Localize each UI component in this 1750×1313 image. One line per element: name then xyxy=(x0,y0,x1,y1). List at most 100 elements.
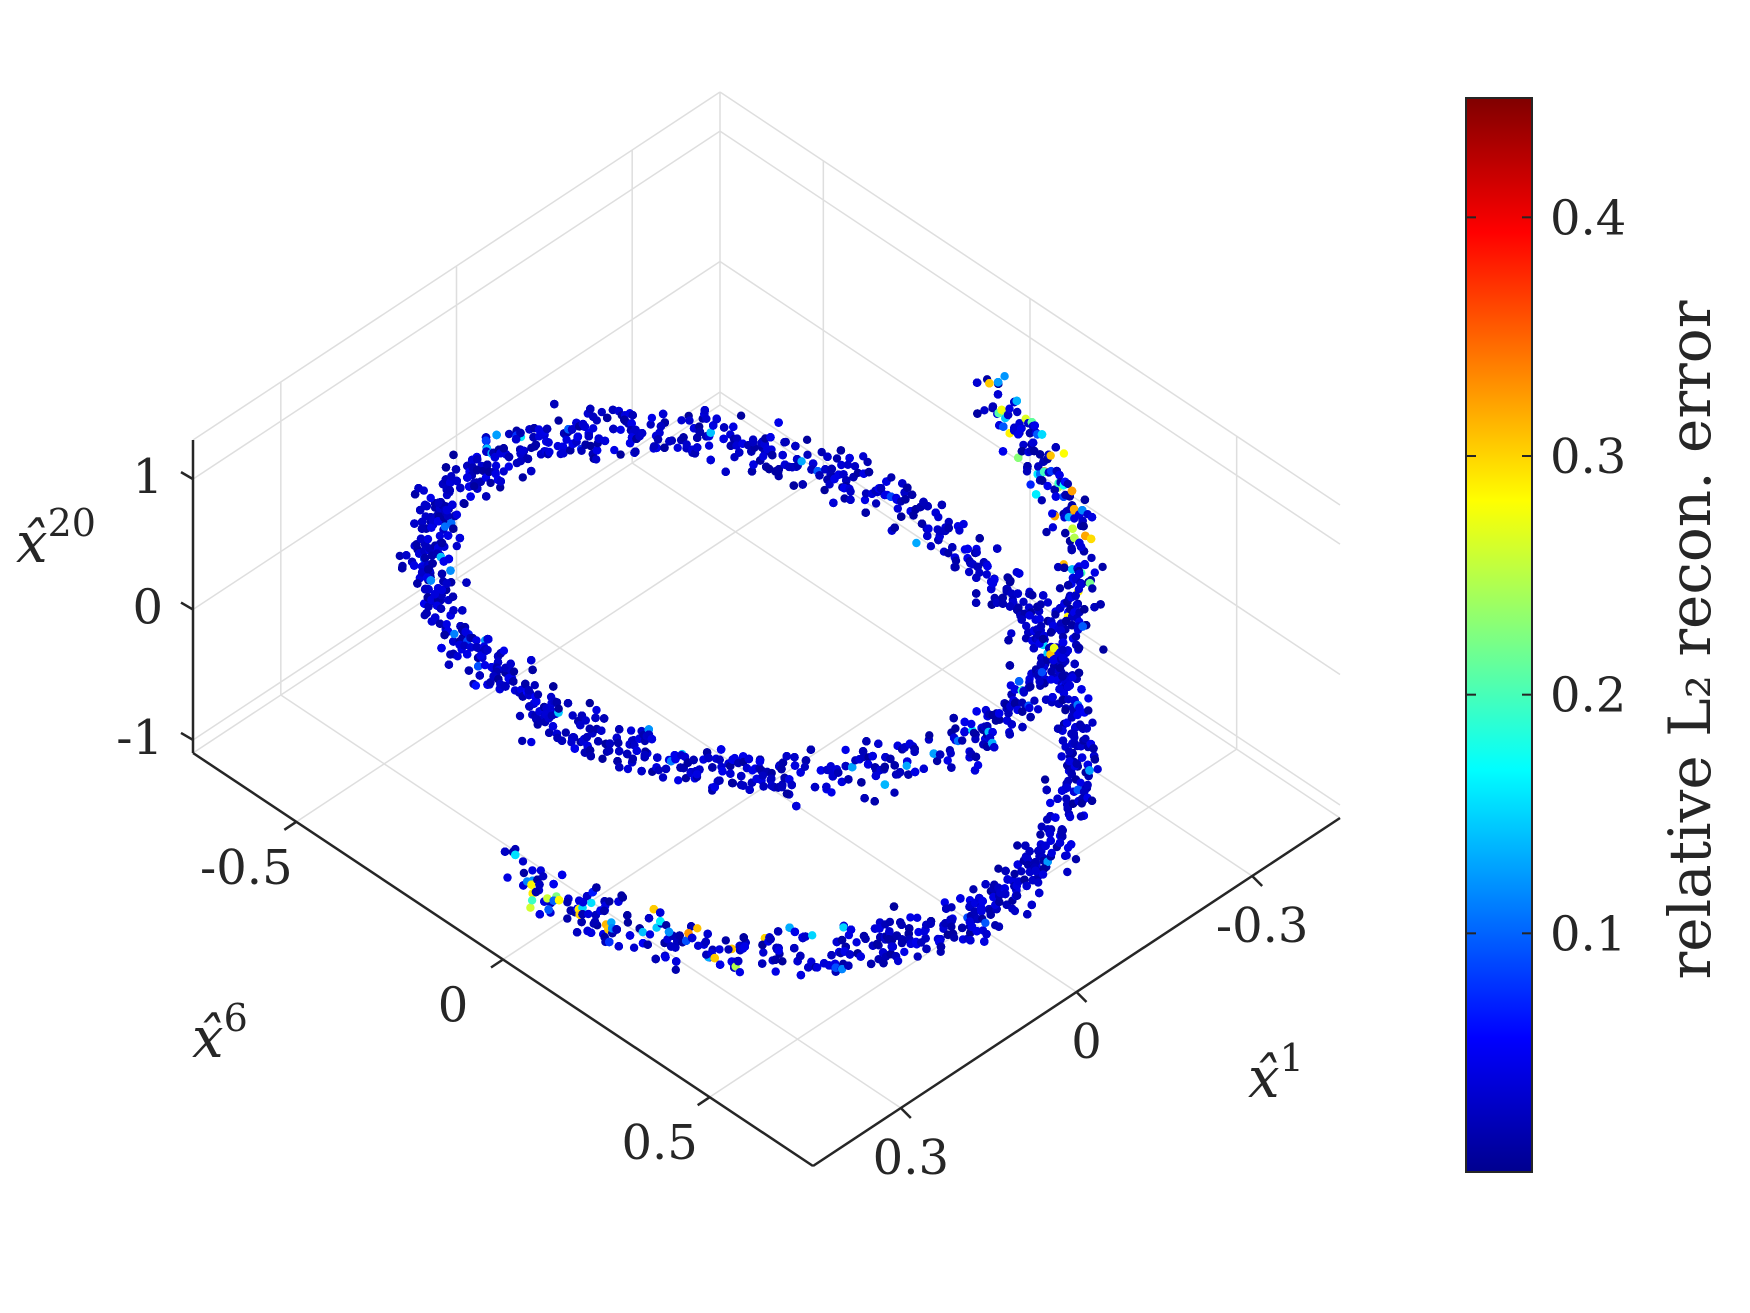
scatter-point xyxy=(1007,720,1016,729)
scatter-point xyxy=(982,570,991,579)
scatter-point xyxy=(1004,573,1013,583)
scatter-point xyxy=(656,917,665,926)
scatter-point xyxy=(848,763,857,772)
x-tick xyxy=(899,1107,912,1119)
scatter-point xyxy=(453,652,462,661)
scatter-point xyxy=(504,452,514,462)
scatter-point xyxy=(672,957,681,966)
scatter-point xyxy=(966,936,975,945)
scatter-point xyxy=(637,429,647,438)
scatter-point xyxy=(531,887,541,897)
scatter-point xyxy=(844,961,853,970)
scatter-point xyxy=(998,447,1008,456)
scatter-point xyxy=(677,416,686,425)
scatter-point xyxy=(481,436,491,445)
scatter-point xyxy=(623,911,632,920)
scatter-point xyxy=(993,544,1002,553)
scatter-point xyxy=(944,523,953,533)
scatter-point xyxy=(656,422,666,431)
scatter-point xyxy=(441,463,451,472)
scatter-point xyxy=(519,868,529,878)
scatter-point xyxy=(562,435,571,444)
scatter-point xyxy=(592,455,601,464)
scatter-point xyxy=(1048,523,1058,532)
scatter-point xyxy=(737,771,746,781)
scatter-point xyxy=(704,441,714,450)
scatter-point xyxy=(566,446,575,455)
scatter-point xyxy=(993,378,1003,387)
scatter-point xyxy=(951,556,961,565)
scatter-point xyxy=(822,782,831,792)
scatter-point xyxy=(561,728,570,737)
scatter-point xyxy=(449,524,458,533)
scatter-point xyxy=(1039,591,1048,600)
scatter-point xyxy=(452,476,461,486)
scatter-point xyxy=(841,761,850,771)
scatter-point xyxy=(646,420,655,429)
scatter-point xyxy=(448,500,457,509)
scatter-point xyxy=(1014,453,1023,462)
scatter-point xyxy=(1013,589,1022,598)
scatter-point xyxy=(797,457,806,466)
scatter-point xyxy=(585,724,594,733)
scatter-point xyxy=(959,519,968,529)
scatter-point xyxy=(998,593,1007,603)
scatter-point xyxy=(1013,860,1022,869)
scatter-point xyxy=(600,436,610,446)
scatter-point xyxy=(969,728,979,738)
scatter-point xyxy=(994,922,1004,931)
scatter-point xyxy=(423,534,433,544)
scatter-point xyxy=(511,850,520,860)
grid-layer xyxy=(192,91,1341,1109)
scatter-point xyxy=(837,460,846,470)
scatter-point xyxy=(926,919,935,928)
scatter-point xyxy=(778,450,787,460)
scatter-point xyxy=(559,449,568,458)
scatter-point xyxy=(609,424,618,434)
scatter-point xyxy=(647,734,657,744)
scatter-point xyxy=(437,643,446,653)
scatter-point xyxy=(570,744,579,753)
scatter-point xyxy=(862,737,871,746)
scatter-point xyxy=(796,951,805,961)
scatter-point xyxy=(543,894,552,903)
scatter-point xyxy=(766,433,775,442)
scatter-point xyxy=(951,724,960,733)
scatter-point xyxy=(671,965,680,974)
scatter-point xyxy=(950,933,959,942)
scatter-point xyxy=(947,922,956,931)
scatter-point xyxy=(837,964,847,974)
scatter-point xyxy=(920,927,929,936)
scatter-point xyxy=(929,749,938,758)
scatter-point xyxy=(597,726,606,735)
scatter-point xyxy=(466,492,475,501)
scatter-point xyxy=(527,896,537,905)
scatter-point xyxy=(821,465,830,474)
scatter-point xyxy=(925,731,934,740)
scatter-point xyxy=(1042,527,1051,537)
scatter-point xyxy=(1021,621,1031,631)
scatter-point xyxy=(587,898,596,908)
scatter-point xyxy=(972,707,981,716)
scatter-point xyxy=(592,883,601,892)
scatter-point xyxy=(870,797,879,806)
scatter-point xyxy=(766,934,775,944)
scatter-point xyxy=(897,920,906,929)
scatter-point xyxy=(893,956,903,966)
scatter-point xyxy=(458,606,467,615)
scatter-point xyxy=(1013,841,1022,850)
scatter-point xyxy=(586,404,595,414)
scatter-point xyxy=(971,598,981,607)
scatter-point xyxy=(421,585,430,594)
scatter-point xyxy=(618,893,627,902)
scatter-point xyxy=(703,929,712,939)
scatter-point xyxy=(535,880,544,889)
scatter-point xyxy=(483,645,492,655)
scatter-point xyxy=(715,755,724,764)
scatter-point xyxy=(758,771,767,780)
scatter-point xyxy=(431,613,440,622)
scatter-point xyxy=(880,780,890,789)
scatter-point xyxy=(443,531,453,540)
scatter-point xyxy=(842,476,851,485)
